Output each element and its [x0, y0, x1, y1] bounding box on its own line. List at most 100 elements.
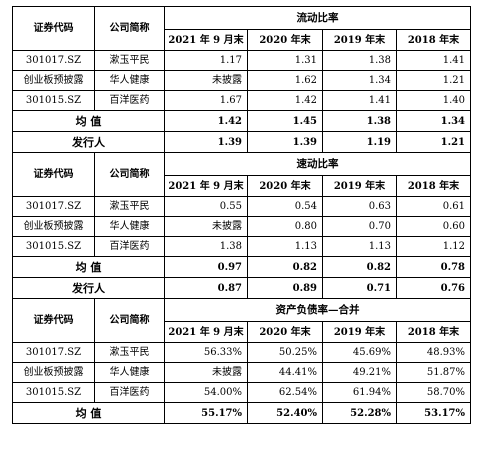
value-cell: 未披露	[164, 216, 248, 237]
comparison-table-container: 证券代码 公司简称 流动比率 2021 年 9 月末 2020 年末 2019 年末 201…	[12, 6, 471, 424]
security-code: 301015.SZ	[12, 236, 95, 257]
code-column-header: 证券代码	[12, 298, 95, 343]
section-header-row: 证券代码 公司简称 资产负债率—合并	[12, 298, 471, 343]
value-cell: 0.70	[322, 216, 397, 237]
issuer-value: 0.76	[396, 277, 471, 299]
financial-ratio-table: 证券代码 公司简称 流动比率 2021 年 9 月末 2020 年末 2019 年末 201…	[12, 6, 471, 424]
average-value: 1.42	[164, 110, 248, 132]
average-value: 0.78	[396, 256, 471, 278]
table-row: 301015.SZ 百洋医药 54.00% 62.54% 61.94% 58.70%	[12, 382, 471, 403]
issuer-row: 发行人 1.39 1.39 1.19 1.21	[12, 131, 471, 153]
value-cell: 1.17	[164, 50, 248, 71]
value-cell: 62.54%	[247, 382, 323, 403]
average-label: 均 值	[12, 402, 165, 424]
section-header-row: 证券代码 公司简称 流动比率	[12, 6, 471, 51]
issuer-value: 0.71	[322, 277, 397, 299]
table-row: 301017.SZ 漱玉平民 0.55 0.54 0.63 0.61	[12, 196, 471, 217]
value-cell: 56.33%	[164, 342, 248, 363]
average-value: 0.82	[322, 256, 397, 278]
average-value: 0.97	[164, 256, 248, 278]
company-name: 漱玉平民	[94, 342, 165, 363]
value-cell: 未披露	[164, 362, 248, 383]
table-row: 创业板预披露 华人健康 未披露 0.80 0.70 0.60	[12, 216, 471, 237]
average-label: 均 值	[12, 256, 165, 278]
issuer-value: 1.39	[164, 131, 248, 153]
security-code: 创业板预披露	[12, 362, 95, 383]
company-name: 华人健康	[94, 70, 165, 91]
value-cell: 0.60	[396, 216, 471, 237]
average-value: 1.45	[247, 110, 323, 132]
table-row: 创业板预披露 华人健康 未披露 1.62 1.34 1.21	[12, 70, 471, 91]
name-column-header: 公司简称	[94, 298, 165, 343]
value-cell: 49.21%	[322, 362, 397, 383]
value-cell: 1.38	[164, 236, 248, 257]
value-cell: 1.38	[322, 50, 397, 71]
period-header: 2018 年末	[396, 29, 471, 51]
value-cell: 0.63	[322, 196, 397, 217]
value-cell: 1.13	[322, 236, 397, 257]
company-name: 百洋医药	[94, 382, 165, 403]
average-row: 均 值 55.17% 52.40% 52.28% 53.17%	[12, 402, 471, 424]
section-title: 速动比率	[164, 152, 471, 176]
period-header: 2018 年末	[396, 175, 471, 197]
value-cell: 1.31	[247, 50, 323, 71]
value-cell: 1.21	[396, 70, 471, 91]
average-value: 52.40%	[247, 402, 323, 424]
issuer-value: 1.19	[322, 131, 397, 153]
company-name: 华人健康	[94, 362, 165, 383]
value-cell: 1.34	[322, 70, 397, 91]
average-value: 1.34	[396, 110, 471, 132]
value-cell: 1.62	[247, 70, 323, 91]
average-value: 1.38	[322, 110, 397, 132]
section-header-row: 证券代码 公司简称 速动比率	[12, 152, 471, 197]
value-cell: 0.55	[164, 196, 248, 217]
average-value: 55.17%	[164, 402, 248, 424]
security-code: 创业板预披露	[12, 70, 95, 91]
issuer-value: 0.89	[247, 277, 323, 299]
security-code: 301015.SZ	[12, 382, 95, 403]
issuer-value: 0.87	[164, 277, 248, 299]
average-row: 均 值 0.97 0.82 0.82 0.78	[12, 256, 471, 278]
value-cell: 54.00%	[164, 382, 248, 403]
value-cell: 1.41	[396, 50, 471, 71]
company-name: 漱玉平民	[94, 196, 165, 217]
average-value: 53.17%	[396, 402, 471, 424]
security-code: 301015.SZ	[12, 90, 95, 111]
value-cell: 58.70%	[396, 382, 471, 403]
company-name: 漱玉平民	[94, 50, 165, 71]
issuer-label: 发行人	[12, 277, 165, 299]
name-column-header: 公司简称	[94, 6, 165, 51]
value-cell: 未披露	[164, 70, 248, 91]
period-header: 2019 年末	[322, 29, 397, 51]
period-header-row: 2021 年 9 月末 2020 年末 2019 年末 2018 年末	[13, 29, 471, 51]
period-header: 2021 年 9 月末	[164, 175, 248, 197]
table-row: 301017.SZ 漱玉平民 1.17 1.31 1.38 1.41	[12, 50, 471, 71]
value-cell: 50.25%	[247, 342, 323, 363]
code-column-header: 证券代码	[12, 152, 95, 197]
security-code: 301017.SZ	[12, 50, 95, 71]
value-cell: 1.42	[247, 90, 323, 111]
value-cell: 1.40	[396, 90, 471, 111]
company-name: 百洋医药	[94, 90, 165, 111]
average-value: 52.28%	[322, 402, 397, 424]
table-row: 301015.SZ 百洋医药 1.38 1.13 1.13 1.12	[12, 236, 471, 257]
value-cell: 0.80	[247, 216, 323, 237]
issuer-row: 发行人 0.87 0.89 0.71 0.76	[12, 277, 471, 299]
value-cell: 44.41%	[247, 362, 323, 383]
value-cell: 61.94%	[322, 382, 397, 403]
average-label: 均 值	[12, 110, 165, 132]
value-cell: 1.67	[164, 90, 248, 111]
period-header: 2020 年末	[247, 321, 323, 343]
security-code: 创业板预披露	[12, 216, 95, 237]
section-title: 流动比率	[164, 6, 471, 30]
value-cell: 0.61	[396, 196, 471, 217]
period-header-row: 2021 年 9 月末 2020 年末 2019 年末 2018 年末	[13, 321, 471, 343]
period-header: 2020 年末	[247, 29, 323, 51]
company-name: 华人健康	[94, 216, 165, 237]
value-cell: 1.41	[322, 90, 397, 111]
value-cell: 0.54	[247, 196, 323, 217]
table-row: 创业板预披露 华人健康 未披露 44.41% 49.21% 51.87%	[12, 362, 471, 383]
code-column-header: 证券代码	[12, 6, 95, 51]
security-code: 301017.SZ	[12, 342, 95, 363]
period-header: 2020 年末	[247, 175, 323, 197]
